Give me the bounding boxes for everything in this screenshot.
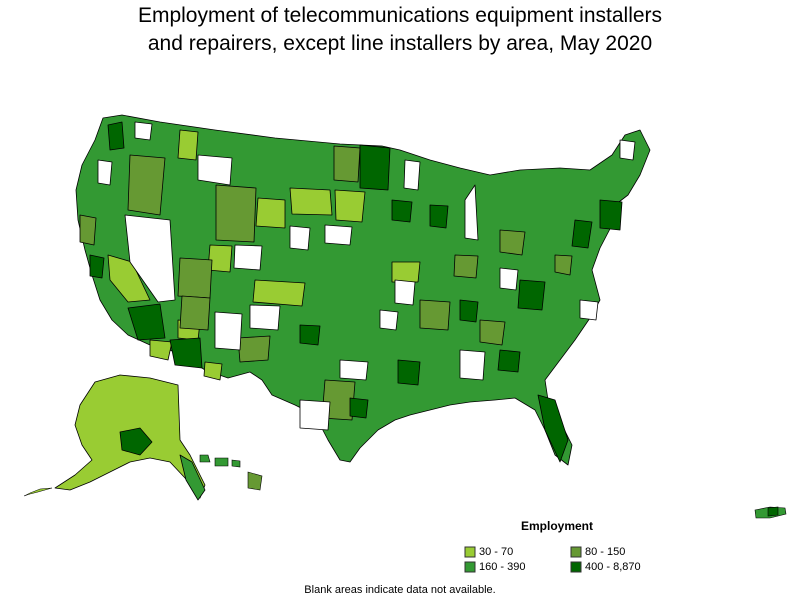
area-shape bbox=[299, 399, 331, 431]
area-shape bbox=[429, 204, 449, 229]
area-shape bbox=[324, 224, 353, 246]
area-shape bbox=[177, 257, 213, 299]
area-shape bbox=[459, 299, 479, 323]
area-shape bbox=[499, 267, 519, 291]
legend-label-30-70: 30 - 70 bbox=[479, 546, 514, 558]
area-shape bbox=[767, 506, 779, 517]
area-shape bbox=[237, 335, 271, 363]
area-shape bbox=[339, 359, 369, 381]
map-title: Employment of telecommunications equipme… bbox=[0, 2, 800, 58]
title-line-2: and repairers, except line installers by… bbox=[147, 32, 653, 55]
area-shape bbox=[459, 349, 486, 381]
area-shape bbox=[177, 129, 199, 161]
area-shape bbox=[379, 309, 399, 331]
puerto-rico bbox=[754, 506, 787, 519]
area-shape bbox=[403, 159, 421, 191]
areas-400-8870 bbox=[89, 121, 623, 463]
area-shape bbox=[119, 427, 153, 456]
area-shape bbox=[299, 324, 321, 346]
areas-80-150 bbox=[79, 145, 573, 421]
area-shape bbox=[255, 197, 286, 229]
area-shape bbox=[619, 139, 636, 161]
area-shape bbox=[134, 121, 153, 141]
area-shape bbox=[233, 244, 263, 271]
areas-no-data bbox=[97, 121, 636, 431]
area-shape bbox=[349, 397, 369, 419]
title-line-1: Employment of telecommunications equipme… bbox=[137, 4, 663, 27]
area-shape bbox=[97, 159, 113, 186]
area-shape bbox=[464, 184, 479, 241]
area-shape bbox=[479, 319, 506, 346]
area-shape bbox=[571, 219, 593, 249]
legend-label-80-150: 80 - 150 bbox=[585, 546, 626, 558]
area-shape bbox=[554, 254, 573, 276]
area-shape bbox=[359, 144, 391, 191]
area-shape bbox=[149, 339, 173, 361]
area-shape bbox=[289, 187, 333, 216]
legend-title: Employment bbox=[521, 519, 594, 533]
aleutian-islands bbox=[23, 487, 53, 497]
area-shape bbox=[203, 361, 223, 381]
legend-label-160-390: 160 - 390 bbox=[479, 561, 526, 573]
contiguous-us bbox=[75, 114, 651, 466]
area-shape bbox=[179, 295, 211, 331]
area-shape bbox=[517, 279, 546, 311]
area-shape bbox=[599, 199, 623, 231]
area-shape bbox=[214, 311, 243, 351]
area-shape bbox=[231, 459, 241, 468]
area-shape bbox=[247, 471, 263, 491]
alaska bbox=[23, 374, 206, 501]
areas-30-70 bbox=[107, 129, 421, 381]
area-shape bbox=[537, 394, 569, 463]
area-shape bbox=[334, 189, 366, 223]
area-shape bbox=[199, 454, 211, 463]
area-shape bbox=[197, 154, 233, 186]
legend-swatch-80-150 bbox=[570, 546, 582, 558]
area-shape bbox=[214, 457, 229, 467]
legend-swatches bbox=[464, 546, 582, 573]
area-shape bbox=[124, 214, 176, 303]
area-shape bbox=[453, 254, 479, 279]
area-shape bbox=[127, 303, 166, 341]
area-shape bbox=[127, 154, 166, 216]
area-shape bbox=[499, 229, 526, 256]
area-shape bbox=[215, 184, 257, 243]
area-shape bbox=[179, 454, 206, 501]
hawaii bbox=[199, 454, 263, 491]
area-shape bbox=[107, 121, 125, 151]
area-shape bbox=[79, 214, 97, 246]
legend-swatch-160-390 bbox=[464, 561, 476, 573]
area-shape bbox=[579, 299, 599, 321]
area-shape bbox=[249, 304, 281, 331]
area-shape bbox=[169, 337, 203, 369]
area-shape bbox=[252, 279, 306, 307]
footnote: Blank areas indicate data not available. bbox=[304, 584, 496, 596]
area-shape bbox=[391, 199, 413, 223]
legend-swatch-30-70 bbox=[464, 546, 476, 558]
area-shape bbox=[397, 359, 421, 386]
area-shape bbox=[391, 261, 421, 283]
area-shape bbox=[497, 349, 521, 373]
area-shape bbox=[333, 145, 361, 183]
legend-swatch-400-8870 bbox=[570, 561, 582, 573]
area-shape bbox=[107, 254, 151, 303]
legend-label-400-8870: 400 - 8,870 bbox=[585, 561, 641, 573]
area-shape bbox=[419, 299, 451, 331]
area-shape bbox=[394, 279, 416, 306]
area-shape bbox=[89, 254, 105, 279]
area-shape bbox=[289, 225, 311, 251]
